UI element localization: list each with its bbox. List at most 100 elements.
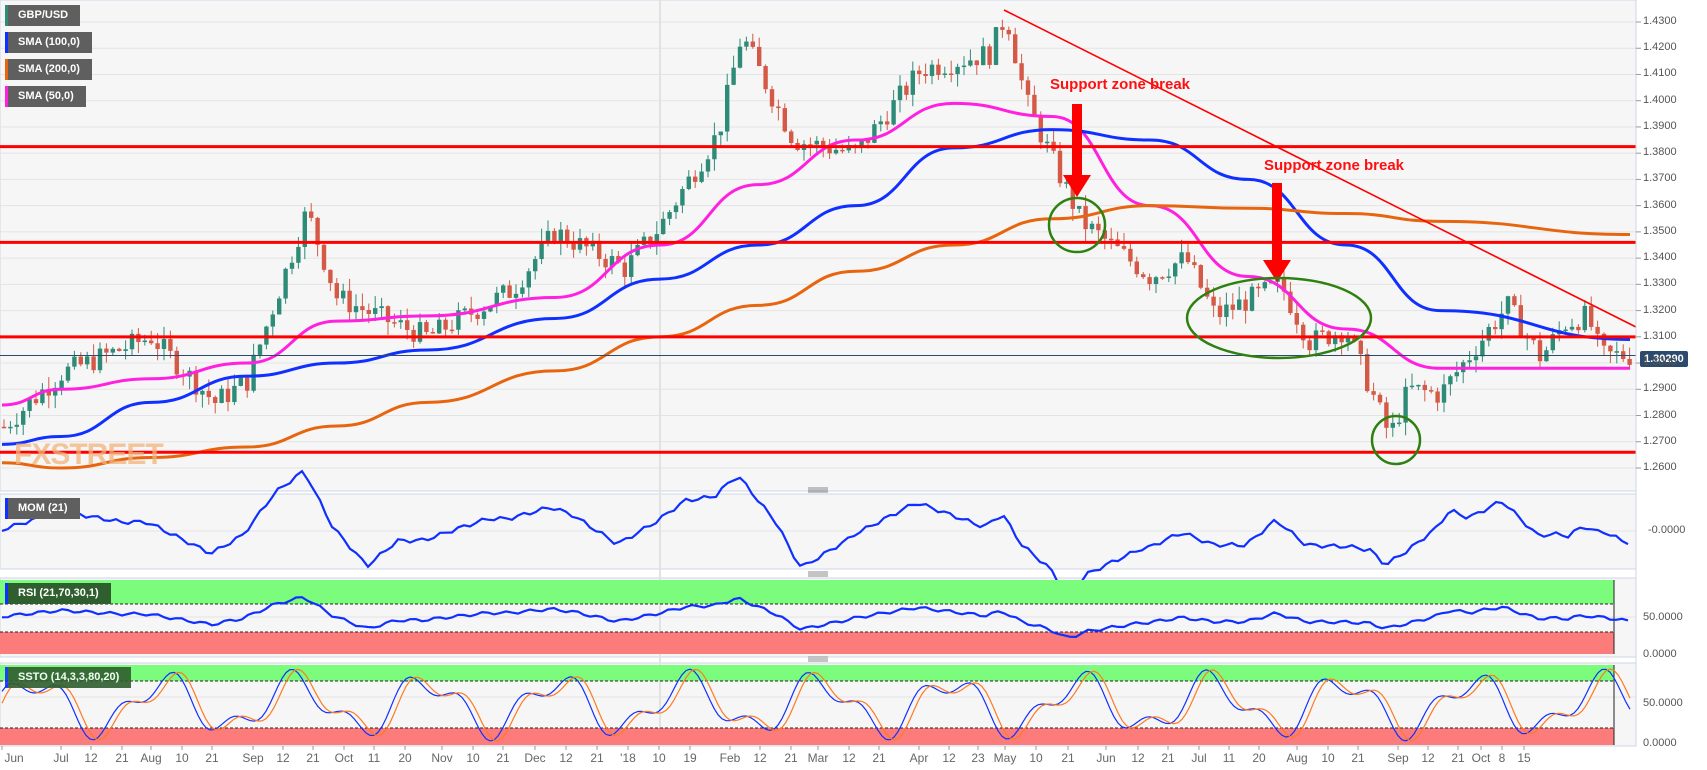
y-axis-tick-label: 1.3700 — [1643, 172, 1677, 185]
ssto-axis-50: 50.0000 — [1643, 697, 1683, 709]
legend-sma-100[interactable]: SMA (100,0) — [5, 32, 92, 53]
rsi-axis-0: 0.0000 — [1643, 648, 1677, 660]
legend-rsi[interactable]: RSI (21,70,30,1) — [5, 583, 111, 604]
mom-axis-label: -0.0000 — [1648, 524, 1686, 536]
x-axis-tick-label: Jun — [1096, 751, 1116, 765]
series-color-swatch — [5, 32, 8, 53]
current-price-tag: 1.30290 — [1640, 351, 1688, 367]
x-axis-tick-label: 21 — [1451, 751, 1465, 765]
x-axis-tick-label: 12 — [1131, 751, 1145, 765]
legend-sma-50[interactable]: SMA (50,0) — [5, 86, 86, 107]
x-axis-tick-label: 20 — [398, 751, 412, 765]
support-resistance-levels — [0, 145, 1636, 454]
x-axis-tick-label: 12 — [559, 751, 573, 765]
series-color-swatch — [5, 667, 8, 688]
fxstreet-watermark: FXSTREET — [14, 438, 164, 471]
x-axis-tick-label: 20 — [1252, 751, 1266, 765]
x-axis-tick-label: 21 — [784, 751, 798, 765]
series-color-swatch — [5, 59, 8, 80]
series-color-swatch — [5, 86, 8, 107]
x-axis-tick-label: 12 — [753, 751, 767, 765]
x-axis-tick-label: Aug — [140, 751, 162, 765]
x-axis-tick-label: Aug — [1286, 751, 1308, 765]
y-axis-tick-label: 1.3200 — [1643, 303, 1677, 316]
x-axis-tick-label: 21 — [590, 751, 604, 765]
y-axis-tick-label: 1.3500 — [1643, 224, 1677, 237]
x-axis-tick-label: 21 — [1351, 751, 1365, 765]
price-panel — [0, 0, 1637, 492]
x-axis-tick-label: Jun — [4, 751, 24, 765]
x-axis-tick-label: 21 — [496, 751, 510, 765]
y-axis-tick-label: 1.3000 — [1643, 356, 1677, 369]
legend-gbpusd[interactable]: GBP/USD — [5, 5, 81, 26]
x-axis-tick-label: 10 — [1321, 751, 1335, 765]
x-axis-tick-label: May — [993, 751, 1017, 765]
legend-sma-200[interactable]: SMA (200,0) — [5, 59, 92, 80]
x-axis-tick-label: 10 — [175, 751, 189, 765]
x-axis-tick-label: 12 — [942, 751, 956, 765]
x-axis-tick-label: 12 — [1421, 751, 1435, 765]
rsi-lines — [0, 580, 1629, 654]
y-axis-tick-label: 1.4100 — [1643, 67, 1677, 80]
series-color-swatch — [5, 498, 8, 519]
x-axis-tick-label: 10 — [466, 751, 480, 765]
legend-label: RSI (21,70,30,1) — [18, 587, 99, 599]
x-axis-tick-label: 11 — [1222, 751, 1236, 765]
legend-label: SSTO (14,3,3,80,20) — [18, 671, 120, 683]
series-color-swatch — [5, 5, 8, 26]
y-axis — [1635, 0, 1641, 746]
ssto-lines — [0, 665, 1631, 745]
x-axis-tick-label: 12 — [276, 751, 290, 765]
mom-line — [1, 469, 1629, 592]
grid-lines — [0, 21, 1636, 698]
annotation-support-break-2: Support zone break — [1264, 157, 1405, 174]
x-axis-tick-label: 12 — [842, 751, 856, 765]
y-axis-tick-label: 1.4200 — [1643, 41, 1677, 54]
x-axis-tick-label: 21 — [205, 751, 219, 765]
y-axis-tick-label: 1.3100 — [1643, 329, 1677, 342]
y-axis-tick-label: 1.3400 — [1643, 251, 1677, 264]
x-axis-tick-label: Sep — [1387, 751, 1409, 765]
rsi-axis-50: 50.0000 — [1643, 611, 1683, 623]
x-axis-ticks — [1, 746, 1525, 750]
x-axis-tick-label: Dec — [524, 751, 546, 765]
annotations-overlay — [1003, 9, 1637, 466]
series-color-swatch — [5, 583, 8, 604]
x-axis-tick-label: Oct — [1471, 751, 1491, 765]
x-axis-tick-label: Jul — [1191, 751, 1207, 765]
legend-ssto[interactable]: SSTO (14,3,3,80,20) — [5, 667, 132, 688]
y-axis-tick-label: 1.3600 — [1643, 198, 1677, 211]
x-axis-tick-label: 21 — [115, 751, 129, 765]
legend-label: MOM (21) — [18, 502, 68, 514]
x-axis-tick-label: 21 — [1161, 751, 1175, 765]
y-axis-tick-label: 1.4300 — [1643, 15, 1677, 27]
y-axis-tick-label: 1.2700 — [1643, 434, 1677, 447]
x-axis-tick-label: '18 — [620, 751, 636, 765]
x-axis-tick-label: Apr — [909, 751, 929, 765]
legend-label: SMA (100,0) — [18, 36, 80, 48]
x-axis-tick-label: 15 — [1517, 751, 1531, 765]
x-axis-tick-label: 10 — [652, 751, 666, 765]
y-axis-tick-label: 1.2600 — [1643, 461, 1677, 473]
x-axis-tick-label: 19 — [683, 751, 697, 765]
legend-mom[interactable]: MOM (21) — [5, 498, 80, 519]
x-axis-tick-label: Mar — [807, 751, 829, 765]
legend-label: SMA (200,0) — [18, 63, 80, 75]
ssto-axis-0: 0.0000 — [1643, 737, 1677, 749]
y-axis-tick-label: 1.2900 — [1643, 382, 1677, 395]
legend-label: GBP/USD — [18, 9, 69, 21]
x-axis-tick-label: 21 — [306, 751, 320, 765]
x-axis-tick-label: 21 — [872, 751, 886, 765]
x-axis-tick-label: 11 — [367, 751, 381, 765]
x-axis-tick-label: Feb — [719, 751, 741, 765]
x-axis-tick-label: Nov — [431, 751, 453, 765]
x-axis-tick-label: 10 — [1029, 751, 1043, 765]
x-axis-tick-label: Sep — [242, 751, 264, 765]
legend-label: SMA (50,0) — [18, 90, 74, 102]
x-axis-tick-label: 8 — [1498, 751, 1506, 765]
y-axis-tick-label: 1.3800 — [1643, 146, 1677, 159]
x-axis-tick-label: 12 — [84, 751, 98, 765]
y-axis-tick-label: 1.3900 — [1643, 119, 1677, 132]
x-axis-tick-label: 21 — [1061, 751, 1075, 765]
